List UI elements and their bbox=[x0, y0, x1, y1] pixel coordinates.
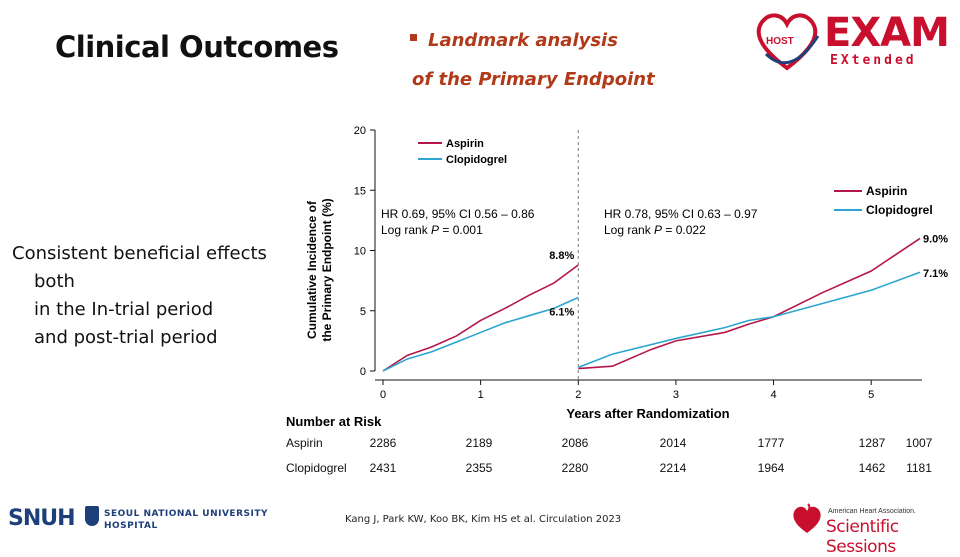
risk-cell: 1777 bbox=[757, 436, 785, 450]
y-tick-label: 5 bbox=[360, 306, 366, 318]
chart-labels: 8.8% 6.1% HR 0.69, 95% CI 0.56 – 0.86 Log r… bbox=[381, 138, 948, 318]
x-tick-label: 4 bbox=[770, 389, 776, 401]
y-tick-label: 0 bbox=[360, 366, 366, 378]
subtitle-line-1: Landmark analysis bbox=[428, 30, 618, 51]
body-line-4: and post-trial period bbox=[34, 327, 218, 348]
series-line-clopidogrel bbox=[382, 296, 579, 372]
kaplan-meier-chart: 0 5 10 15 20 0 1 2 3 4 5 8.8% 6.1% HR 0.69, 95% CI 0… bbox=[305, 125, 948, 421]
y-axis-label-line-1: Cumulative Incidence of bbox=[305, 200, 319, 339]
hr-stats-2: HR 0.78, 95% CI 0.63 – 0.97 bbox=[604, 207, 758, 221]
risk-cell: 2014 bbox=[659, 436, 687, 450]
risk-cell: 2214 bbox=[659, 461, 687, 475]
legend-label-right-clopidogrel: Clopidogrel bbox=[866, 203, 933, 217]
body-line-3: in the In-trial period bbox=[34, 299, 214, 320]
snuh-name-line-1: SEOUL NATIONAL UNIVERSITY bbox=[104, 509, 268, 519]
risk-table-title: Number at Risk bbox=[286, 414, 382, 429]
exam-extended-text: EXtended bbox=[830, 53, 917, 68]
risk-cell: 2355 bbox=[465, 461, 493, 475]
x-tick-label: 3 bbox=[673, 389, 679, 401]
citation: Kang J, Park KW, Koo BK, Kim HS et al. C… bbox=[345, 514, 622, 525]
y-tick-label: 20 bbox=[354, 125, 366, 137]
chart-series bbox=[382, 237, 921, 372]
host-logo-text: HOST bbox=[766, 36, 794, 47]
y-tick-label: 10 bbox=[354, 246, 366, 258]
end-label-aspirin: 8.8% bbox=[549, 250, 574, 262]
series-line-aspirin bbox=[382, 264, 579, 372]
y-axis-label-line-2: the Primary Endpoint (%) bbox=[320, 198, 334, 341]
subtitle-bullet bbox=[410, 34, 417, 41]
chart-axes: 0 5 10 15 20 0 1 2 3 4 5 bbox=[354, 125, 922, 401]
aha-org-text: American Heart Association. bbox=[828, 508, 916, 515]
x-tick-label: 1 bbox=[478, 389, 484, 401]
body-line-1: Consistent beneficial effects bbox=[12, 243, 267, 264]
aha-torch-icon bbox=[793, 503, 821, 533]
x-tick-label: 0 bbox=[380, 389, 386, 401]
hr-stats-1: HR 0.69, 95% CI 0.56 – 0.86 bbox=[381, 207, 535, 221]
heart-icon bbox=[756, 13, 820, 71]
body-line-2: both bbox=[34, 271, 75, 292]
risk-cell: 2189 bbox=[465, 436, 493, 450]
risk-row-label: Aspirin bbox=[286, 436, 323, 450]
risk-cell: 1007 bbox=[905, 436, 933, 450]
aha-sessions-text: Scientific Sessions bbox=[826, 517, 899, 557]
risk-cell: 2431 bbox=[369, 461, 397, 475]
legend-label-right-aspirin: Aspirin bbox=[866, 184, 907, 198]
series-line-aspirin bbox=[578, 237, 921, 370]
risk-cell: 2086 bbox=[561, 436, 589, 450]
series-line-clopidogrel bbox=[577, 271, 921, 369]
legend-label-top-clopidogrel: Clopidogrel bbox=[446, 154, 507, 166]
end-label-clopidogrel: 6.1% bbox=[549, 306, 574, 318]
slide-title: Clinical Outcomes bbox=[55, 30, 339, 64]
x-axis-label: Years after Randomization bbox=[566, 406, 729, 421]
snuh-emblem-icon bbox=[85, 506, 99, 526]
y-tick-label: 15 bbox=[354, 185, 366, 197]
logrank-stats-1: Log rank P = 0.001 bbox=[381, 223, 483, 237]
risk-cell: 1964 bbox=[757, 461, 785, 475]
logrank-stats-2: Log rank P = 0.022 bbox=[604, 223, 706, 237]
snuh-name-line-2: HOSPITAL bbox=[104, 521, 158, 531]
body-text: Consistent beneficial effects both in th… bbox=[12, 240, 267, 352]
end-label-clopidogrel: 7.1% bbox=[923, 268, 948, 280]
risk-cell: 1181 bbox=[906, 461, 932, 475]
x-tick-label: 2 bbox=[575, 389, 581, 401]
risk-row-label: Clopidogrel bbox=[286, 461, 347, 475]
subtitle-line-2: of the Primary Endpoint bbox=[412, 69, 655, 90]
legend-label-top-aspirin: Aspirin bbox=[446, 138, 484, 150]
risk-cell: 2280 bbox=[561, 461, 589, 475]
x-tick-label: 5 bbox=[868, 389, 874, 401]
risk-cell: 1287 bbox=[858, 436, 886, 450]
risk-cell: 2286 bbox=[369, 436, 397, 450]
snuh-logo-text: SNUH bbox=[8, 506, 76, 531]
risk-cell: 1462 bbox=[858, 461, 886, 475]
end-label-aspirin: 9.0% bbox=[923, 233, 948, 245]
exam-logo-text: EXAM bbox=[824, 10, 950, 56]
